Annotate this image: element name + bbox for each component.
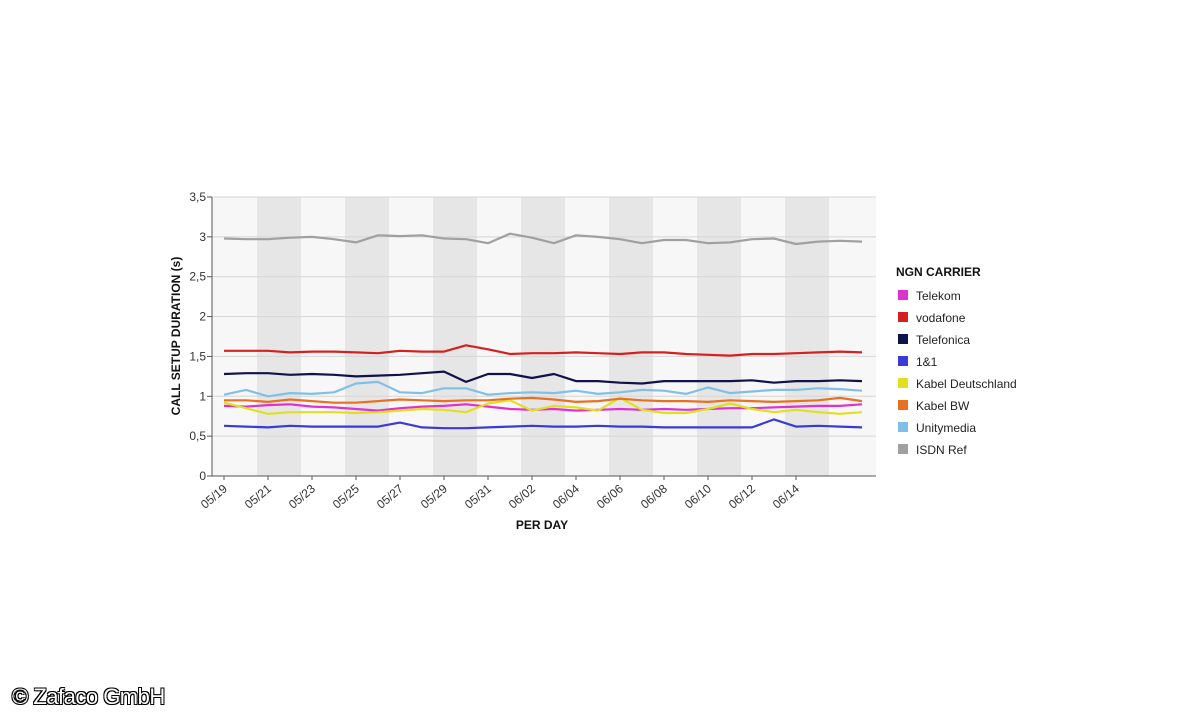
y-axis-title: CALL SETUP DURATION (s) <box>169 257 183 416</box>
x-tick-label: 05/29 <box>418 481 450 511</box>
y-tick-label: 3,5 <box>189 190 206 204</box>
plot-band <box>697 197 741 476</box>
axes <box>211 197 876 477</box>
x-tick-label: 05/31 <box>462 481 494 511</box>
series-line-telefonica <box>223 370 863 385</box>
legend-swatch <box>898 290 908 300</box>
series-line-unitymedia <box>223 380 863 398</box>
series-line-1-1 <box>223 418 863 430</box>
y-tick-label: 1,5 <box>189 349 206 363</box>
x-tick-label: 05/21 <box>242 481 274 511</box>
legend-label: Telefonica <box>916 333 970 347</box>
legend: NGN CARRIER Telekom vodafone Telefonica 1&1… <box>896 265 1017 457</box>
y-tick-label: 0,5 <box>189 429 206 443</box>
series-line-vodafone <box>224 344 863 357</box>
legend-label: Telekom <box>916 289 961 303</box>
y-tick-label: 0 <box>199 469 206 483</box>
x-tick-label: 05/27 <box>374 481 406 511</box>
plot-band <box>785 197 829 476</box>
legend-label: vodafone <box>916 311 966 325</box>
x-tick-label: 05/19 <box>198 481 230 511</box>
series-line-kabel-deutschland <box>223 396 863 415</box>
series-layer <box>223 232 863 430</box>
series-line-isdn-ref <box>223 232 863 246</box>
legend-swatch <box>898 378 908 388</box>
copyright-watermark: © Zafaco GmbH <box>12 684 165 709</box>
legend-label: Unitymedia <box>916 421 976 435</box>
x-tick-labels: 05/19 05/21 05/23 05/25 05/27 05/29 05/31 06/02… <box>198 476 802 512</box>
series-line-kabel-bw <box>224 396 863 404</box>
x-tick-label: 06/08 <box>638 481 670 511</box>
plot-band <box>345 197 389 476</box>
plot-band <box>521 197 565 476</box>
legend-label: 1&1 <box>916 355 938 369</box>
legend-swatch <box>898 334 908 344</box>
legend-swatch <box>898 400 908 410</box>
x-tick-label: 06/14 <box>770 481 802 511</box>
x-tick-label: 06/04 <box>550 481 582 511</box>
legend-title: NGN CARRIER <box>896 265 981 279</box>
x-tick-label: 06/02 <box>506 481 538 511</box>
x-axis-title: PER DAY <box>516 518 568 532</box>
legend-swatch <box>898 312 908 322</box>
y-tick-label: 2 <box>199 310 206 324</box>
x-tick-label: 06/06 <box>594 481 626 511</box>
x-tick-label: 06/10 <box>682 481 714 511</box>
plot-background-bands <box>212 197 876 476</box>
legend-label: Kabel BW <box>916 399 970 413</box>
x-tick-label: 05/23 <box>286 481 318 511</box>
x-tick-label: 05/25 <box>330 481 362 511</box>
y-tick-label: 2,5 <box>189 270 206 284</box>
legend-swatch <box>898 356 908 366</box>
legend-label: ISDN Ref <box>916 443 967 457</box>
series-line-telekom <box>223 403 863 412</box>
plot-band <box>257 197 301 476</box>
legend-swatch <box>898 422 908 432</box>
y-tick-label: 3 <box>199 230 206 244</box>
plot-band <box>433 197 477 476</box>
y-tick-label: 1 <box>199 389 206 403</box>
x-tick-label: 06/12 <box>726 481 758 511</box>
legend-swatch <box>898 444 908 454</box>
y-tick-labels: 0 0,5 1 1,5 2 2,5 3 3,5 <box>189 190 206 483</box>
legend-label: Kabel Deutschland <box>916 377 1017 391</box>
